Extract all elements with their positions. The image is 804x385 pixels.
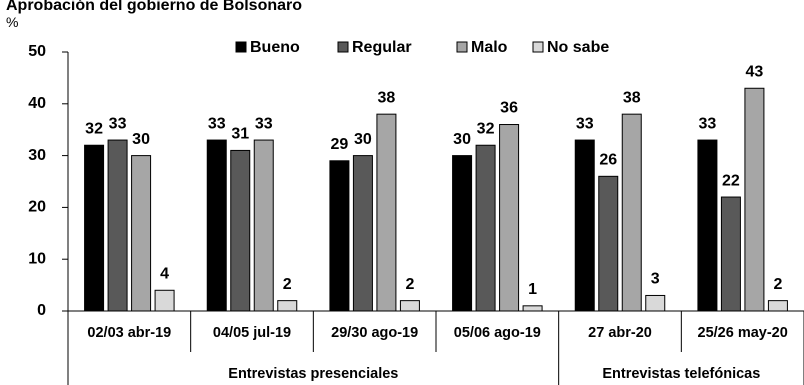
data-label: 1 xyxy=(528,281,537,298)
group-label: Entrevistas telefónicas xyxy=(602,366,760,382)
data-label: 33 xyxy=(699,115,717,132)
bar-bueno xyxy=(329,160,350,312)
axes: 0 10 20 30 40 50 02/03 abr-19 04/05 jul-19 29/30… xyxy=(28,43,804,385)
x-tick-label: 25/26 may-20 xyxy=(698,325,788,341)
x-tick-label: 29/30 ago-19 xyxy=(331,325,418,341)
legend-swatch xyxy=(235,41,247,53)
data-label: 29 xyxy=(331,136,349,153)
x-tick-label: 27 abr-20 xyxy=(588,325,652,341)
data-label: 2 xyxy=(405,276,414,293)
y-tick-label: 0 xyxy=(37,302,46,319)
legend-label: Regular xyxy=(352,39,412,56)
bar-malo xyxy=(376,113,397,312)
data-label: 4 xyxy=(160,265,169,282)
data-label: 36 xyxy=(500,100,518,117)
y-axis-unit: % xyxy=(6,14,18,30)
bar-regular xyxy=(720,196,741,312)
data-label: 31 xyxy=(231,126,249,143)
data-label: 43 xyxy=(746,63,764,80)
bar-no-sabe xyxy=(767,300,788,312)
data-label: 22 xyxy=(722,172,740,189)
data-label: 2 xyxy=(283,276,292,293)
bar-no-sabe xyxy=(399,300,420,312)
x-tick-label: 05/06 ago-19 xyxy=(454,325,541,341)
legend-label: No sabe xyxy=(547,39,609,56)
data-label: 33 xyxy=(109,115,127,132)
bar-malo xyxy=(499,124,520,312)
bar-regular xyxy=(475,144,496,312)
bar-no-sabe xyxy=(522,305,543,312)
bars xyxy=(84,87,788,312)
group-label: Entrevistas presenciales xyxy=(228,366,398,382)
bar-regular xyxy=(352,155,373,312)
bar-regular xyxy=(598,175,619,312)
y-tick-label: 40 xyxy=(28,95,46,112)
y-tick-label: 10 xyxy=(28,250,46,267)
bar-malo xyxy=(131,155,152,312)
data-label: 32 xyxy=(85,120,103,137)
bar-bueno xyxy=(574,139,595,312)
data-label: 30 xyxy=(453,131,471,148)
bar-bueno xyxy=(452,155,473,312)
y-tick-label: 20 xyxy=(28,199,46,216)
y-tick-label: 30 xyxy=(28,147,46,164)
x-tick-label: 04/05 jul-19 xyxy=(213,325,291,341)
chart-title: Aprobación del gobierno de Bolsonaro xyxy=(6,0,302,14)
legend-swatch xyxy=(532,41,544,53)
bar-bueno xyxy=(84,144,105,312)
bar-malo xyxy=(253,139,274,312)
data-label: 3 xyxy=(651,271,660,288)
bar-no-sabe xyxy=(154,289,175,312)
bar-no-sabe xyxy=(645,294,666,312)
legend-swatch xyxy=(456,41,468,53)
x-tick-label: 02/03 abr-19 xyxy=(87,325,171,341)
data-label: 2 xyxy=(773,276,782,293)
data-label: 32 xyxy=(477,120,495,137)
data-label: 33 xyxy=(576,115,594,132)
data-label: 33 xyxy=(208,115,226,132)
legend-label: Malo xyxy=(471,39,508,56)
legend-swatch xyxy=(337,41,349,53)
bar-regular xyxy=(230,149,251,312)
legend: Bueno Regular Malo No sabe xyxy=(235,39,609,56)
data-label: 30 xyxy=(132,131,150,148)
legend-label: Bueno xyxy=(250,39,300,56)
data-label: 38 xyxy=(623,89,641,106)
bar-bueno xyxy=(206,139,227,312)
bar-malo xyxy=(744,87,765,312)
y-tick-label: 50 xyxy=(28,43,46,60)
bar-malo xyxy=(621,113,642,312)
data-label: 30 xyxy=(354,131,372,148)
bar-regular xyxy=(107,139,128,312)
bar-bueno xyxy=(697,139,718,312)
data-label: 33 xyxy=(255,115,273,132)
data-label: 26 xyxy=(599,152,617,169)
bar-no-sabe xyxy=(277,300,298,312)
data-label: 38 xyxy=(378,89,396,106)
